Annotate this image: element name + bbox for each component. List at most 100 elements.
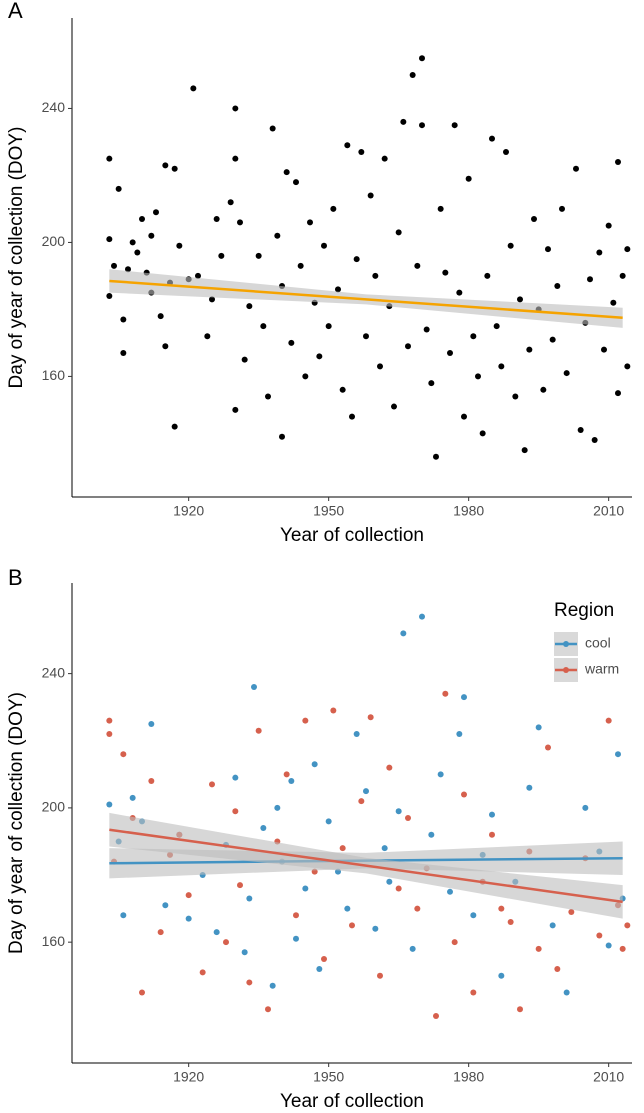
point (367, 714, 374, 721)
point (549, 336, 556, 343)
point (106, 731, 113, 738)
point (433, 453, 439, 460)
point (545, 246, 551, 253)
point (311, 761, 318, 768)
point (297, 262, 304, 269)
point (232, 155, 239, 162)
point (148, 720, 155, 727)
point (204, 333, 211, 340)
point (265, 393, 271, 400)
point (489, 135, 495, 142)
point (587, 276, 593, 283)
point (605, 717, 612, 724)
point (619, 272, 626, 279)
point (596, 932, 603, 939)
point (129, 239, 136, 246)
point (325, 323, 332, 330)
point (624, 922, 631, 929)
point (139, 989, 145, 996)
point (120, 349, 127, 356)
point (540, 386, 547, 393)
trend-line (109, 279, 623, 320)
point (134, 249, 141, 256)
point (498, 972, 505, 979)
point (171, 165, 178, 172)
point (176, 242, 183, 249)
point (246, 979, 253, 986)
point (405, 814, 411, 821)
y-axis-title: Day of year of collection (DOY) (6, 692, 27, 954)
point (246, 895, 253, 902)
point (237, 882, 243, 889)
point (442, 690, 449, 697)
point (288, 778, 295, 785)
point (489, 811, 495, 818)
point (153, 209, 159, 216)
point (241, 356, 248, 363)
point (171, 423, 178, 430)
point (442, 269, 449, 276)
point (227, 199, 234, 206)
point (274, 804, 281, 811)
point (381, 845, 388, 852)
point (367, 192, 374, 199)
point (120, 751, 127, 758)
point (461, 791, 467, 798)
point (465, 175, 472, 182)
legend-title: Region (554, 600, 614, 621)
point (573, 165, 579, 172)
point (279, 433, 285, 440)
point (521, 447, 528, 454)
y-tick-label: 160 (42, 933, 66, 949)
point (302, 885, 309, 892)
point (414, 262, 421, 269)
point (493, 323, 500, 330)
legend-dot (563, 667, 569, 673)
point (148, 778, 155, 785)
point (419, 122, 425, 129)
point (419, 613, 425, 620)
point (157, 313, 164, 320)
point (316, 353, 323, 360)
point (316, 966, 323, 973)
point (479, 430, 486, 437)
point (255, 727, 262, 734)
point (349, 413, 355, 420)
point (265, 1006, 271, 1013)
point (517, 1006, 523, 1013)
panel-label: A (8, 0, 23, 23)
point (535, 724, 542, 731)
point (582, 804, 589, 811)
point (517, 296, 523, 303)
point (339, 845, 346, 852)
point (372, 925, 379, 932)
point (489, 831, 495, 838)
point (241, 949, 248, 956)
point (395, 808, 402, 815)
point (120, 316, 127, 323)
y-tick-label: 240 (42, 99, 66, 115)
point (615, 390, 621, 397)
x-tick-label: 2010 (593, 1069, 624, 1085)
point (260, 825, 267, 832)
point (456, 289, 463, 296)
point (269, 982, 276, 989)
point (447, 349, 453, 356)
point (512, 393, 519, 400)
point (139, 215, 145, 222)
point (321, 242, 327, 249)
point (423, 326, 430, 333)
point (395, 229, 402, 236)
y-tick-label: 240 (42, 664, 66, 680)
point (321, 955, 327, 962)
point (381, 155, 388, 162)
panel-label: B (8, 565, 23, 590)
point (563, 370, 570, 377)
point (615, 751, 621, 758)
point (232, 774, 239, 781)
point (293, 935, 299, 942)
point (106, 717, 113, 724)
x-tick-label: 1920 (173, 1069, 204, 1085)
point (437, 205, 444, 212)
point (568, 908, 575, 915)
